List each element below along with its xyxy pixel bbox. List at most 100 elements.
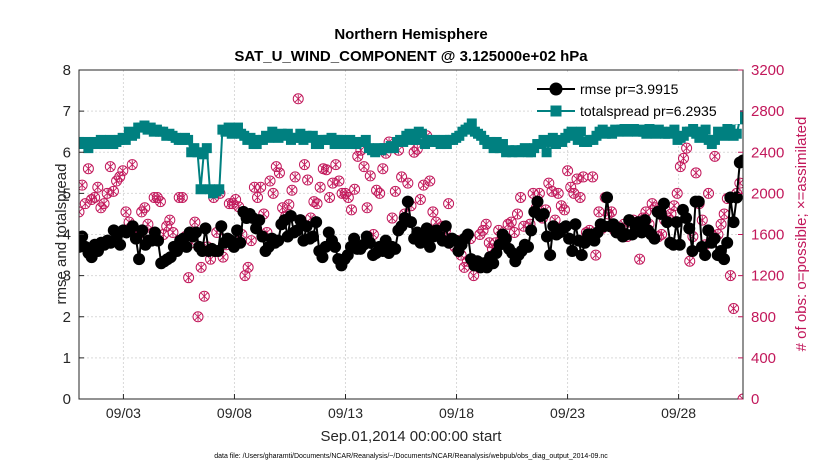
obs-assimilated-marker [93, 183, 102, 192]
x-tick-label: 09/23 [550, 405, 585, 421]
rmse-point [566, 244, 579, 257]
obs-assimilated-marker [692, 168, 700, 178]
obs-possible-marker [443, 198, 455, 210]
obs-point [737, 393, 743, 399]
obs-point [299, 159, 311, 171]
obs-possible-marker [715, 218, 727, 230]
totalspread-point [575, 126, 586, 137]
obs-point [681, 142, 693, 154]
obs-assimilated-marker [685, 257, 694, 266]
obs-point [98, 198, 110, 210]
obs-possible-marker [161, 220, 173, 232]
y-right-tick-label: 3200 [751, 62, 784, 79]
totalspread-point [538, 134, 549, 145]
chart-title-line1: Northern Hemisphere [334, 26, 487, 43]
obs-assimilated-marker [316, 183, 325, 192]
totalspread-point [201, 143, 212, 154]
totalspread-point [326, 132, 337, 143]
obs-possible-marker [352, 150, 364, 162]
obs-possible-marker [577, 171, 589, 183]
obs-assimilated-marker [122, 207, 130, 217]
obs-point [349, 183, 361, 195]
obs-point [386, 212, 398, 224]
obs-assimilated-marker [128, 160, 137, 169]
obs-assimilated-marker [200, 291, 209, 301]
obs-possible-marker [703, 187, 715, 199]
obs-point [715, 218, 727, 230]
legend-rmse-label: rmse pr=3.9915 [580, 81, 679, 97]
obs-assimilated-marker [79, 207, 83, 217]
totalspread-point [416, 128, 427, 139]
y-right-tick-label: 2000 [751, 185, 784, 202]
obs-possible-marker [424, 175, 436, 187]
totalspread-point [641, 128, 652, 139]
totalspread-point [223, 122, 234, 133]
obs-point [139, 202, 151, 214]
obs-assimilated-marker [106, 162, 115, 171]
obs-point [311, 198, 323, 210]
totalspread-point [700, 124, 711, 135]
obs-assimilated-marker [328, 178, 337, 188]
obs-point [79, 206, 85, 218]
obs-point [324, 191, 336, 203]
y-left-tick-label: 4 [63, 227, 71, 244]
obs-point [192, 311, 204, 323]
obs-point [267, 187, 279, 199]
obs-possible-marker [361, 202, 373, 214]
obs-assimilated-marker [673, 189, 682, 198]
obs-assimilated-marker [194, 312, 202, 321]
rmse-point [680, 212, 693, 225]
obs-possible-marker [324, 191, 336, 203]
obs-possible-marker [374, 187, 386, 199]
obs-assimilated-marker [322, 165, 331, 174]
obs-possible-marker [192, 311, 204, 323]
rmse-point [253, 214, 266, 227]
totalspread-point [491, 136, 502, 147]
rmse-point [284, 209, 297, 222]
obs-point [320, 164, 332, 176]
obs-possible-marker [389, 185, 401, 197]
rmse-point [702, 224, 715, 237]
obs-possible-marker [377, 163, 389, 175]
y-left-axis: 0 1 2 3 4 5 6 7 8 [63, 62, 84, 408]
obs-possible-marker [349, 183, 361, 195]
totalspread-point [497, 139, 508, 150]
obs-assimilated-marker [278, 203, 287, 212]
obs-point [377, 163, 389, 175]
obs-assimilated-marker [178, 193, 187, 202]
obs-point [424, 175, 436, 187]
obs-possible-marker [92, 181, 104, 193]
obs-assimilated-marker [403, 178, 412, 188]
obs-point [571, 173, 583, 185]
obs-possible-marker [314, 181, 326, 193]
obs-point [104, 161, 116, 173]
obs-possible-marker [565, 181, 577, 193]
obs-assimilated-marker [710, 152, 719, 161]
legend-rmse-marker [549, 82, 563, 96]
totalspread-point [264, 132, 275, 143]
obs-assimilated-marker [325, 193, 334, 202]
obs-point [590, 249, 602, 261]
obs-possible-marker [402, 177, 414, 189]
obs-assimilated-marker [513, 209, 522, 219]
obs-possible-marker [101, 187, 113, 199]
obs-assimilated-marker [635, 254, 644, 264]
rmse-point [439, 220, 452, 233]
rmse-point [540, 230, 553, 243]
totalspread-point [731, 128, 742, 139]
totalspread-point [232, 122, 243, 133]
obs-point [677, 152, 689, 164]
totalspread-point [719, 130, 730, 141]
obs-assimilated-marker [269, 189, 278, 198]
obs-assimilated-marker [573, 174, 581, 184]
obs-assimilated-marker [469, 271, 478, 280]
rmse-point [363, 236, 376, 249]
rmse-point [563, 232, 576, 245]
rmse-point [401, 195, 414, 208]
totalspread-point [669, 124, 680, 135]
obs-possible-marker [364, 170, 376, 182]
obs-point [562, 165, 574, 177]
obs-possible-marker [408, 146, 420, 158]
obs-assimilated-marker [554, 189, 563, 198]
obs-assimilated-marker [331, 160, 340, 169]
